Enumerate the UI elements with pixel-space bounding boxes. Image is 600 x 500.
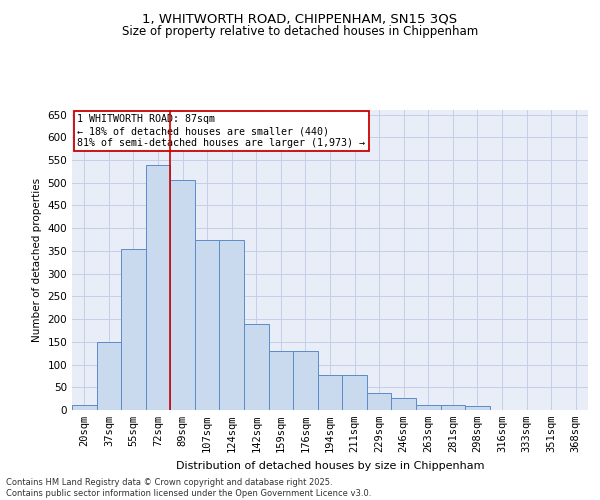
Bar [244,324,269,410]
Text: 1 WHITWORTH ROAD: 87sqm
← 18% of detached houses are smaller (440)
81% of semi-d: 1 WHITWORTH ROAD: 87sqm ← 18% of detache… [77,114,365,148]
Bar [220,240,244,410]
Bar [121,248,146,410]
Bar [367,393,391,410]
Bar [170,180,195,410]
Bar [195,240,220,410]
Text: Size of property relative to detached houses in Chippenham: Size of property relative to detached ho… [122,25,478,38]
Bar [318,374,342,410]
Text: Contains HM Land Registry data © Crown copyright and database right 2025.
Contai: Contains HM Land Registry data © Crown c… [6,478,371,498]
Bar [72,404,97,410]
Bar [146,164,170,410]
Y-axis label: Number of detached properties: Number of detached properties [32,178,42,342]
Bar [391,398,416,410]
X-axis label: Distribution of detached houses by size in Chippenham: Distribution of detached houses by size … [176,460,484,470]
Bar [97,342,121,410]
Text: 1, WHITWORTH ROAD, CHIPPENHAM, SN15 3QS: 1, WHITWORTH ROAD, CHIPPENHAM, SN15 3QS [142,12,458,26]
Bar [269,351,293,410]
Bar [342,374,367,410]
Bar [416,405,440,410]
Bar [293,351,318,410]
Bar [440,405,465,410]
Bar [465,406,490,410]
